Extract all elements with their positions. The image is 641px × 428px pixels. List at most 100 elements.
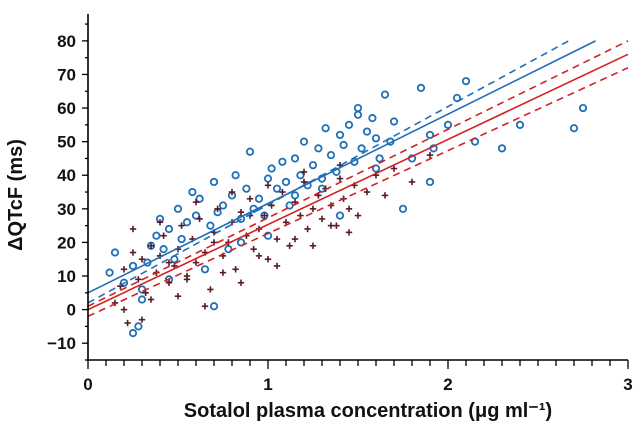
scatter-point-circle <box>578 103 588 113</box>
scatter-point-cross <box>291 235 299 243</box>
x-tick-label: 1 <box>263 375 272 394</box>
scatter-point-cross <box>201 303 209 310</box>
scatter-point-cross <box>178 222 185 229</box>
scatter-point-circle <box>281 177 291 187</box>
scatter-point-circle <box>263 174 273 183</box>
scatter-point-cross <box>156 219 164 226</box>
scatter-point-circle <box>515 120 525 129</box>
scatter-point-cross <box>304 225 311 233</box>
scatter-point-circle <box>353 103 363 113</box>
scatter-point-circle <box>191 211 201 220</box>
scatter-point-circle <box>105 268 114 277</box>
scatter-point-circle <box>497 144 507 153</box>
scatter-point-cross <box>120 266 128 273</box>
scatter-point-circle <box>206 221 215 230</box>
scatter-point-cross <box>408 178 416 186</box>
scatter-point-cross <box>354 212 362 219</box>
scatter-point-circle <box>368 114 377 123</box>
scatter-point-circle <box>173 204 183 213</box>
scatter-point-circle <box>177 234 186 244</box>
scatter-point-cross <box>264 256 272 263</box>
scatter-point-cross <box>138 316 146 323</box>
y-tick-label: 30 <box>57 200 76 219</box>
confidence-line <box>87 40 569 304</box>
scatter-point-cross <box>210 239 218 246</box>
scatter-point-circle <box>425 177 435 187</box>
scatter-point-cross <box>174 292 182 300</box>
scatter-point-cross <box>232 266 239 273</box>
y-tick-label: 80 <box>57 32 76 51</box>
scatter-point-circle <box>344 120 354 129</box>
scatter-point-cross <box>300 178 308 186</box>
scatter-point-circle <box>296 171 305 180</box>
scatter-point-circle <box>137 295 147 304</box>
scatter-point-circle <box>242 184 251 193</box>
regression-line <box>87 53 629 311</box>
scatter-point-circle <box>110 248 120 257</box>
scatter-point-circle <box>128 261 138 271</box>
scatter-point-cross <box>228 188 236 196</box>
scatter-point-circle <box>134 322 143 331</box>
scatter-point-circle <box>152 231 161 240</box>
y-tick-label: 0 <box>67 301 76 320</box>
scatter-point-cross <box>363 188 371 196</box>
scatter-point-circle <box>128 329 138 338</box>
scatter-point-cross <box>147 242 155 249</box>
scatter-point-cross <box>336 175 344 182</box>
scatter-point-circle <box>170 255 179 264</box>
scatter-point-circle <box>371 164 381 173</box>
scatter-point-circle <box>461 77 471 86</box>
scatter-point-cross <box>426 151 434 159</box>
scatter-point-circle <box>200 265 210 274</box>
scatter-point-cross <box>183 276 191 283</box>
scatter-point-cross <box>264 182 272 189</box>
scatter-point-cross <box>309 242 317 249</box>
scatter-point-cross <box>120 306 128 313</box>
scatter-point-cross <box>160 232 167 239</box>
y-tick-label: 60 <box>57 99 76 118</box>
scatter-point-circle <box>188 187 197 197</box>
y-tick-label: 70 <box>57 65 76 84</box>
scatter-point-cross <box>129 249 137 256</box>
scatter-point-cross <box>147 296 155 303</box>
scatter-point-cross <box>255 252 263 260</box>
scatter-point-circle <box>231 171 240 180</box>
scatter-point-circle <box>278 157 287 166</box>
scatter-point-circle <box>353 110 363 119</box>
scatter-point-cross <box>279 188 286 196</box>
scatter-point-cross <box>219 269 227 276</box>
scatter-point-circle <box>314 144 323 153</box>
scatter-point-circle <box>182 218 192 227</box>
confidence-line <box>87 40 629 307</box>
regression-line <box>87 40 596 294</box>
scatter-point-cross <box>381 192 389 199</box>
y-tick-label: 40 <box>57 166 76 185</box>
scatter-point-cross <box>261 212 268 219</box>
scatter-point-circle <box>398 204 408 213</box>
chart-marks <box>105 77 588 338</box>
scatter-point-cross <box>300 168 308 176</box>
confidence-line <box>87 67 629 318</box>
x-tick-label: 2 <box>443 375 452 394</box>
scatter-point-circle <box>137 285 147 294</box>
scatter-point-circle <box>290 154 300 163</box>
scatter-point-circle <box>245 147 255 156</box>
x-tick-label: 0 <box>83 375 92 394</box>
scatter-point-circle <box>326 150 336 160</box>
scatter-point-cross <box>273 262 281 270</box>
y-tick-label: 10 <box>57 267 76 286</box>
scatter-point-circle <box>209 177 219 187</box>
scatter-point-circle <box>308 161 318 170</box>
scatter-point-circle <box>209 302 219 311</box>
scatter-point-cross <box>237 208 245 216</box>
scatter-point-cross <box>196 215 203 223</box>
scatter-point-cross <box>345 205 353 213</box>
scatter-point-cross <box>390 165 398 172</box>
scatter-point-cross <box>124 319 131 327</box>
scatter-point-cross <box>237 279 245 286</box>
scatter-point-cross <box>318 215 326 223</box>
scatter-point-cross <box>333 222 340 229</box>
x-axis-title: Sotalol plasma concentration (μg ml⁻¹) <box>184 400 552 422</box>
scatter-point-cross <box>192 198 200 206</box>
